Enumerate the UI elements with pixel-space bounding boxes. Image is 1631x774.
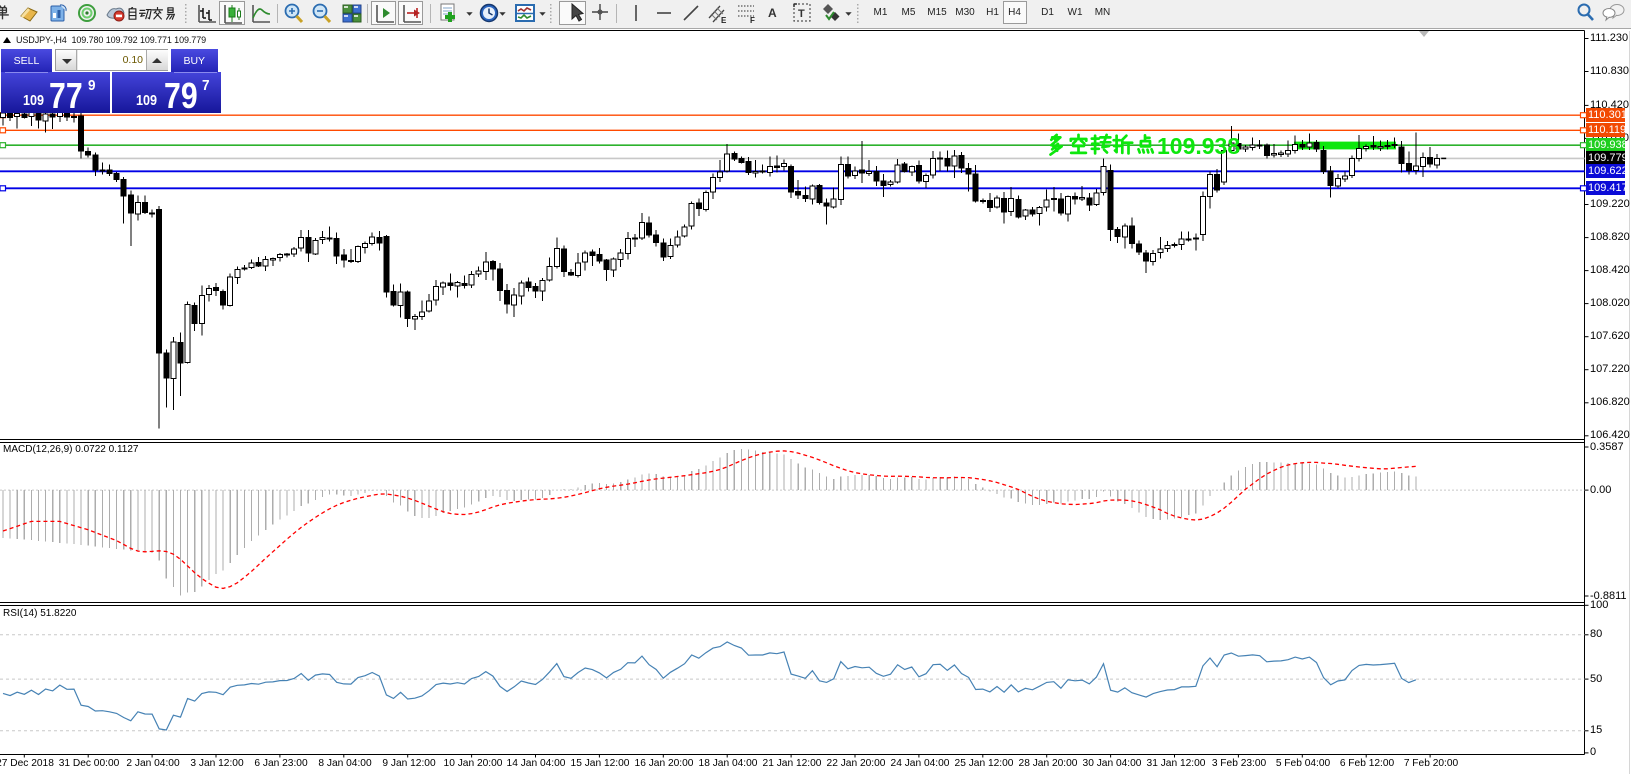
svg-text:E: E [721,16,727,25]
svg-text:F: F [750,16,755,25]
svg-text:T: T [798,8,805,20]
